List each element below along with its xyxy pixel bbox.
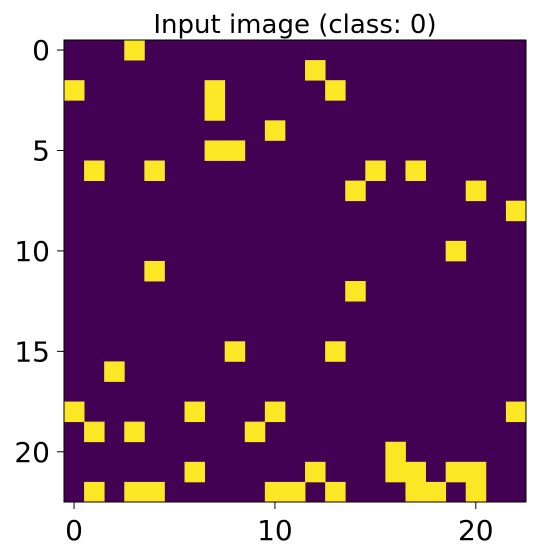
heatmap-cell xyxy=(385,461,406,483)
heatmap-cell xyxy=(144,481,165,503)
heatmap-cell xyxy=(465,481,487,503)
heatmap-cell xyxy=(224,341,246,362)
heatmap-cell xyxy=(144,260,165,282)
heatmap-cell xyxy=(405,160,426,182)
heatmap-cell xyxy=(365,160,386,182)
heatmap-cell xyxy=(204,80,226,101)
heatmap-cell xyxy=(405,481,426,503)
heatmap-cell xyxy=(264,120,286,141)
heatmap-cell xyxy=(385,441,406,463)
heatmap-cell xyxy=(244,421,266,443)
heatmap-cell xyxy=(405,461,426,483)
heatmap-cell xyxy=(445,240,467,262)
y-tick-label: 10 xyxy=(14,235,50,268)
y-tick-label: 20 xyxy=(14,436,50,469)
x-tick-label: 0 xyxy=(65,514,83,547)
x-tick-label: 20 xyxy=(458,514,494,547)
heatmap-cell xyxy=(124,40,145,61)
heatmap-cell xyxy=(325,341,346,362)
heatmap-cell xyxy=(505,401,527,423)
heatmap-cell xyxy=(345,180,366,202)
heatmap-cell xyxy=(64,80,85,101)
heatmap-cell xyxy=(104,361,125,382)
heatmap-cell xyxy=(184,461,206,483)
heatmap-cell xyxy=(465,461,487,483)
heatmap-cell xyxy=(204,100,226,121)
heatmap-cell xyxy=(284,481,306,503)
heatmap-cell xyxy=(84,421,105,443)
heatmap-cell xyxy=(224,140,246,161)
axes: 0 10 20 0 5 10 15 20 xyxy=(14,34,527,547)
x-tick-label: 10 xyxy=(257,514,293,547)
heatmap-cell xyxy=(264,401,286,423)
heatmap-cell xyxy=(445,461,467,483)
plot-area xyxy=(64,40,527,503)
heatmap-cell xyxy=(505,200,527,222)
heatmap-cell xyxy=(465,180,487,202)
heatmap-cell xyxy=(345,281,366,302)
heatmap-cell xyxy=(124,421,145,443)
heatmap-cell xyxy=(144,160,165,182)
heatmap-cell xyxy=(204,140,226,161)
y-tick-label: 0 xyxy=(32,34,50,67)
heatmap-cell xyxy=(325,481,346,503)
heatmap-cell xyxy=(425,481,447,503)
y-tick-label: 15 xyxy=(14,335,50,368)
plot-frame xyxy=(63,39,527,503)
heatmap-cell xyxy=(124,481,145,503)
heatmap-cell xyxy=(305,60,326,81)
heatmap-cell xyxy=(84,160,105,182)
y-tick-label: 5 xyxy=(32,134,50,167)
heatmap-cell xyxy=(305,461,326,483)
chart-title: Input image (class: 0) xyxy=(153,10,436,40)
heatmap-cell xyxy=(184,401,206,423)
heatmap-cell xyxy=(264,481,286,503)
heatmap-cell xyxy=(325,80,346,101)
heatmap-cell xyxy=(64,401,85,423)
heatmap-cell xyxy=(84,481,105,503)
